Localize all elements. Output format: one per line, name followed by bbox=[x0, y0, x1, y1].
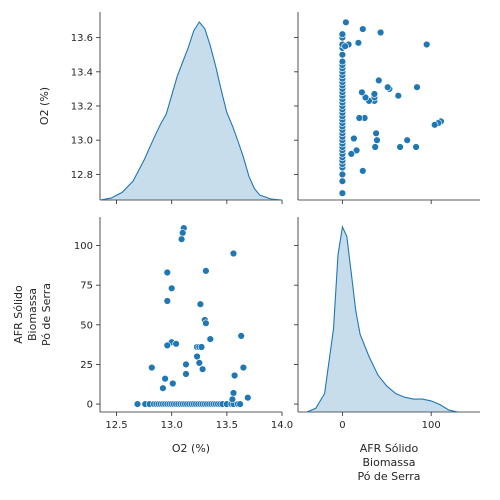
scatter-point bbox=[229, 249, 238, 258]
o2-kde-line bbox=[99, 21, 283, 201]
scatter-point bbox=[423, 40, 431, 49]
scatter-point bbox=[196, 300, 205, 308]
scatter-point bbox=[338, 177, 347, 185]
scatter-point bbox=[370, 90, 379, 98]
scatter-point bbox=[352, 146, 361, 155]
scatter-point bbox=[361, 93, 370, 102]
scatter-point bbox=[358, 88, 366, 97]
scatter-point bbox=[237, 332, 245, 340]
scatter-point bbox=[202, 319, 210, 327]
o2-xlabel: O2 (%) bbox=[172, 442, 210, 455]
scatter-point bbox=[338, 170, 347, 179]
scatter-point bbox=[403, 136, 411, 144]
panel-o2-kde: 12.8 13.0 13.2 13.4 13.6 bbox=[71, 12, 283, 204]
scatter-point bbox=[202, 267, 210, 275]
scatter-point bbox=[375, 76, 383, 85]
scatter-point bbox=[384, 83, 392, 91]
o2-ytick-label: 12.8 bbox=[71, 170, 93, 181]
afr-ytick-label: 100 bbox=[74, 241, 93, 252]
afr-xtick-label: 100 bbox=[422, 420, 441, 431]
afr-ylabel-line: Pó de Serra bbox=[40, 283, 53, 346]
scatter-point bbox=[169, 379, 177, 388]
afr-ytick-label: 0 bbox=[87, 400, 93, 411]
scatter-point bbox=[198, 365, 207, 373]
scatter-point bbox=[182, 360, 190, 369]
scatter-point bbox=[179, 229, 187, 237]
scatter-point bbox=[206, 335, 215, 343]
o2-ytick-label: 13.2 bbox=[71, 102, 93, 113]
afr-xlabel-line: Pó de Serra bbox=[357, 470, 420, 483]
scatter-point bbox=[412, 143, 420, 151]
scatter-point bbox=[341, 42, 349, 50]
scatter-point bbox=[338, 189, 347, 197]
scatter-point bbox=[163, 341, 172, 350]
scatter-point bbox=[193, 352, 201, 361]
afr-kde-fill bbox=[306, 227, 458, 412]
scatter-point bbox=[133, 400, 142, 408]
panel-o2-vs-afr-scatter: 0 25 50 75 100 12.5 13.0 13.5 14.0 bbox=[74, 217, 293, 431]
scatter-point bbox=[182, 370, 190, 378]
scatter-point bbox=[347, 150, 355, 158]
scatter-point bbox=[172, 340, 180, 348]
scatter-point bbox=[338, 50, 347, 59]
afr-ytick-label: 75 bbox=[80, 281, 93, 292]
scatter-point bbox=[338, 30, 347, 38]
scatter-point bbox=[197, 343, 206, 351]
scatter-point bbox=[236, 400, 244, 408]
scatter-point bbox=[359, 25, 367, 33]
o2-ytick-label: 13.4 bbox=[71, 67, 93, 78]
scatter-point bbox=[148, 363, 156, 372]
scatter-point bbox=[244, 394, 252, 402]
scatter-point bbox=[163, 297, 172, 305]
o2-xtick-label: 13.0 bbox=[161, 420, 183, 431]
o2-xtick-label: 13.5 bbox=[216, 420, 238, 431]
o2-xtick-label: 12.5 bbox=[105, 420, 127, 431]
scatter-point bbox=[239, 363, 248, 372]
o2-ylabel: O2 (%) bbox=[38, 87, 51, 125]
afr-kde-line bbox=[306, 225, 458, 413]
afr-ylabel-line: AFR Sólido bbox=[12, 285, 25, 344]
o2-ytick-label: 13.6 bbox=[71, 33, 93, 44]
scatter-point bbox=[195, 359, 204, 367]
scatter-point bbox=[342, 18, 350, 26]
afr-xlabel-line: Biomassa bbox=[363, 456, 416, 469]
scatter-point bbox=[359, 167, 367, 175]
scatter-point bbox=[431, 121, 439, 129]
scatter-point bbox=[376, 28, 385, 37]
afr-xtick-label: 0 bbox=[339, 420, 345, 431]
scatter-point bbox=[371, 143, 379, 151]
scatter-point bbox=[159, 384, 167, 392]
scatter-point bbox=[350, 134, 358, 143]
scatter-point bbox=[396, 143, 404, 151]
scatter-point bbox=[413, 83, 421, 91]
scatter-point bbox=[354, 39, 363, 47]
o2-kde-fill bbox=[100, 22, 282, 200]
o2-xtick-label: 14.0 bbox=[271, 420, 293, 431]
scatter-point bbox=[355, 114, 363, 122]
scatter-point bbox=[338, 57, 347, 66]
afr-ylabel-line: Biomassa bbox=[26, 288, 39, 341]
scatter-point bbox=[373, 136, 381, 144]
scatter-point bbox=[168, 284, 176, 292]
scatter-point bbox=[394, 91, 402, 100]
panel-afr-kde: 0 100 bbox=[294, 217, 480, 431]
scatter-point bbox=[163, 268, 172, 277]
afr-xlabel-line: AFR Sólido bbox=[360, 442, 419, 455]
o2-ytick-label: 13.0 bbox=[71, 136, 93, 147]
scatter-point bbox=[177, 235, 186, 243]
afr-ytick-label: 25 bbox=[80, 360, 93, 371]
scatter-point bbox=[372, 129, 380, 138]
panel-afr-vs-o2-scatter bbox=[294, 12, 480, 204]
afr-ytick-label: 50 bbox=[80, 320, 93, 331]
scatter-point bbox=[230, 371, 239, 380]
scatter-point bbox=[228, 395, 237, 403]
scatter-point bbox=[229, 389, 238, 397]
scatter-point bbox=[161, 375, 169, 383]
